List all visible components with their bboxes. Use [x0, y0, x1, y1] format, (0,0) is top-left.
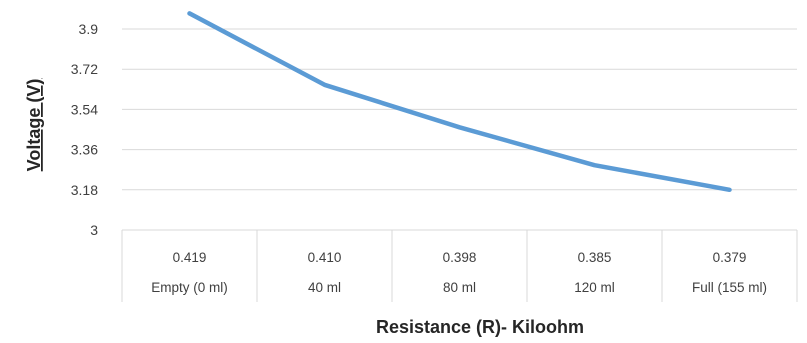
- category-label: Full (155 ml): [692, 280, 767, 295]
- x-axis-title: Resistance (R)- Kiloohm: [376, 317, 584, 337]
- y-tick-label: 3.36: [71, 142, 98, 158]
- y-axis-title: Voltage (V): [24, 79, 44, 172]
- resistance-label: 0.385: [578, 250, 612, 265]
- resistance-label: 0.398: [443, 250, 477, 265]
- resistance-label: 0.379: [713, 250, 747, 265]
- category-label: 40 ml: [308, 280, 341, 295]
- category-label: 120 ml: [574, 280, 615, 295]
- category-label: 80 ml: [443, 280, 476, 295]
- resistance-label: 0.419: [173, 250, 207, 265]
- y-tick-label: 3: [90, 222, 98, 238]
- series-line: [187, 11, 732, 193]
- series-layer: [187, 11, 732, 193]
- category-label: Empty (0 ml): [151, 280, 228, 295]
- y-tick-label: 3.72: [71, 61, 98, 77]
- y-tick-labels: 3 3.18 3.36 3.54 3.72 3.9: [71, 21, 98, 238]
- resistance-label: 0.410: [308, 250, 342, 265]
- x-axis-table: 0.419 0.410 0.398 0.385 0.379 Empty (0 ml) 40 …: [121, 229, 798, 302]
- y-tick-label: 3.54: [71, 101, 98, 117]
- y-tick-label: 3.9: [79, 21, 99, 37]
- y-tick-label: 3.18: [71, 182, 98, 198]
- gridlines: [122, 28, 797, 191]
